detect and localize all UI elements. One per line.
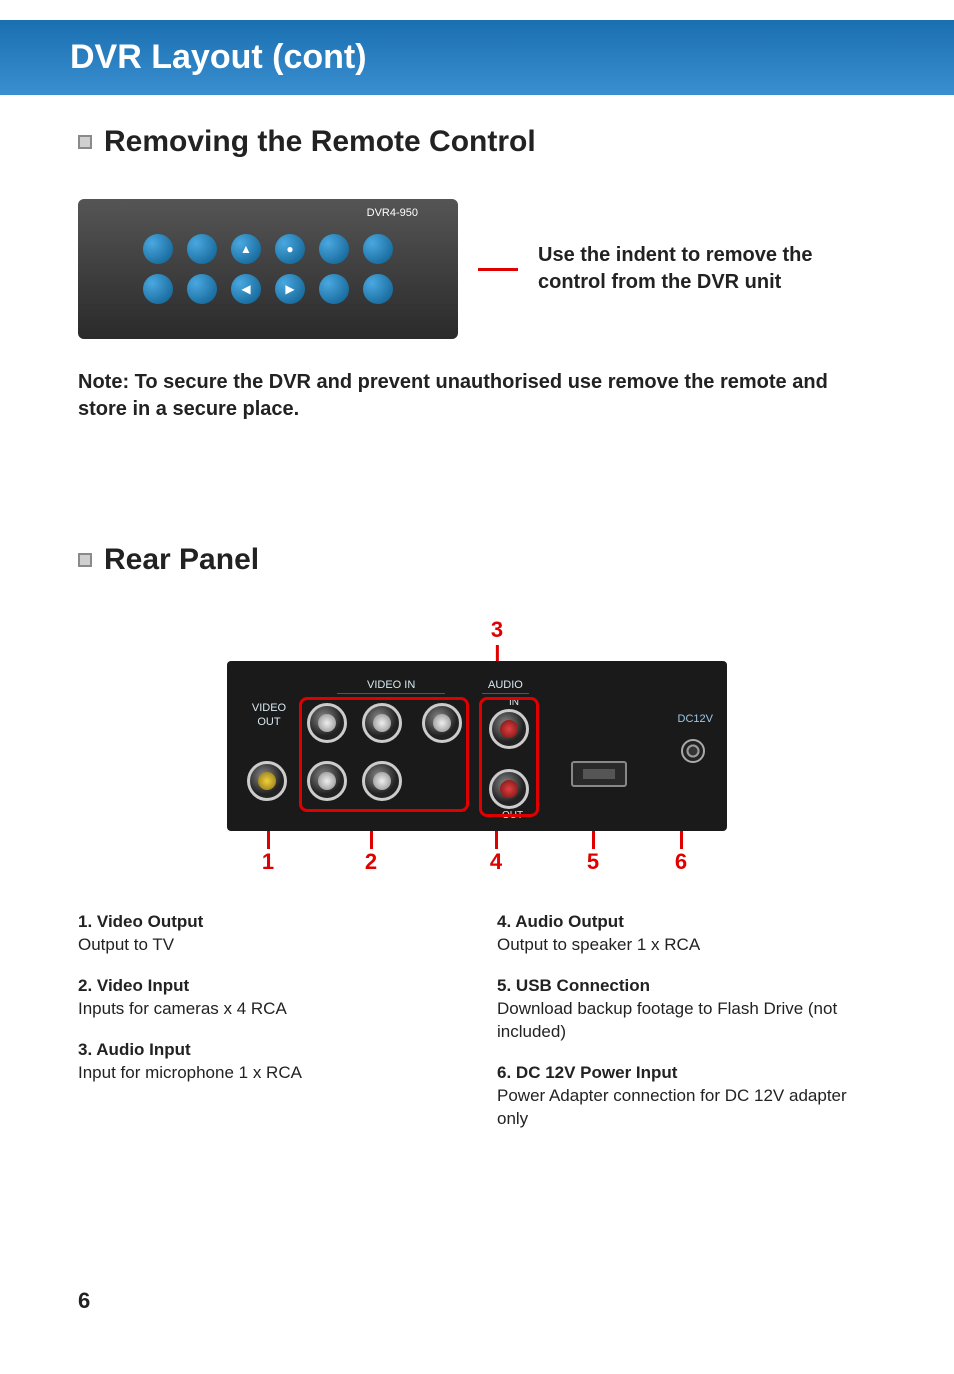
def-num: 1. — [78, 912, 92, 931]
def-desc: Output to speaker 1 x RCA — [497, 934, 876, 957]
annotation-number-4: 4 — [490, 849, 502, 875]
def-num: 2. — [78, 976, 92, 995]
remote-button-icon: ▲ — [231, 234, 261, 264]
def-title-text: Audio Input — [96, 1040, 190, 1059]
rear-panel-wrap: 3 VIDEO IN AUDIO IN OUT VIDEO OUT DC12V — [78, 617, 876, 881]
def-title-text: DC 12V Power Input — [516, 1063, 678, 1082]
red-box-annotation — [479, 697, 539, 817]
remote-button-icon — [319, 234, 349, 264]
callout-line-icon — [478, 268, 518, 271]
definitions-right: 4. Audio Output Output to speaker 1 x RC… — [497, 911, 876, 1149]
remote-button-icon — [363, 274, 393, 304]
section-title-remote: Removing the Remote Control — [104, 125, 536, 159]
def-item: 6. DC 12V Power Input Power Adapter conn… — [497, 1062, 876, 1131]
annotation-numbers-bottom: 1 2 4 5 6 — [212, 831, 742, 881]
annotation-number-6: 6 — [675, 849, 687, 875]
annotation-number-5: 5 — [587, 849, 599, 875]
annotation-tick-icon — [267, 831, 270, 849]
remote-button-icon: ▶ — [275, 274, 305, 304]
section-heading-rear: Rear Panel — [78, 543, 876, 577]
annotation-tick-icon — [592, 831, 595, 849]
audio-label: AUDIO — [482, 679, 529, 694]
def-num: 6. — [497, 1063, 511, 1082]
header-title: DVR Layout (cont) — [70, 38, 367, 76]
def-desc: Input for microphone 1 x RCA — [78, 1062, 457, 1085]
def-desc: Output to TV — [78, 934, 457, 957]
def-title-text: Video Input — [97, 976, 189, 995]
def-item: 4. Audio Output Output to speaker 1 x RC… — [497, 911, 876, 957]
usb-port-icon — [571, 761, 627, 787]
def-desc: Inputs for cameras x 4 RCA — [78, 998, 457, 1021]
rear-panel-image: VIDEO IN AUDIO IN OUT VIDEO OUT DC12V — [227, 661, 727, 831]
section-heading-remote: Removing the Remote Control — [78, 125, 876, 159]
video-out-label: VIDEO OUT — [249, 701, 289, 730]
def-desc: Download backup footage to Flash Drive (… — [497, 998, 876, 1044]
remote-row: DVR4-950 ▲ ● ◀ ▶ Use the indent to remov… — [78, 199, 876, 339]
page-content: Removing the Remote Control DVR4-950 ▲ ●… — [0, 95, 954, 1149]
definitions: 1. Video Output Output to TV 2. Video In… — [78, 911, 876, 1149]
def-item: 3. Audio Input Input for microphone 1 x … — [78, 1039, 457, 1085]
def-num: 5. — [497, 976, 511, 995]
remote-button-icon — [143, 234, 173, 264]
remote-model-label: DVR4-950 — [367, 207, 418, 219]
remote-button-icon — [187, 234, 217, 264]
remote-button-icon: ● — [275, 234, 305, 264]
annotation-number-2: 2 — [365, 849, 377, 875]
def-desc: Power Adapter connection for DC 12V adap… — [497, 1085, 876, 1131]
annotation-tick-icon — [370, 831, 373, 849]
rear-panel-container: 3 VIDEO IN AUDIO IN OUT VIDEO OUT DC12V — [212, 617, 742, 881]
remote-button-icon — [187, 274, 217, 304]
video-in-label: VIDEO IN — [337, 679, 445, 694]
dc-jack-icon — [681, 739, 705, 763]
def-num: 4. — [497, 912, 511, 931]
dc12v-label: DC12V — [678, 713, 713, 725]
remote-btn-row-2: ◀ ▶ — [143, 274, 393, 304]
red-box-annotation — [299, 697, 469, 812]
annotation-tick-icon — [680, 831, 683, 849]
remote-btn-row-1: ▲ ● — [143, 234, 393, 264]
rca-video-out-icon — [247, 761, 287, 801]
annotation-tick-icon — [495, 831, 498, 849]
bullet-icon — [78, 553, 92, 567]
callout-text: Use the indent to remove the control fro… — [538, 242, 818, 296]
remote-button-icon — [143, 274, 173, 304]
section-title-rear: Rear Panel — [104, 543, 259, 577]
bullet-icon — [78, 135, 92, 149]
header-bar: DVR Layout (cont) — [0, 20, 954, 95]
def-item: 2. Video Input Inputs for cameras x 4 RC… — [78, 975, 457, 1021]
definitions-left: 1. Video Output Output to TV 2. Video In… — [78, 911, 457, 1149]
remote-image: DVR4-950 ▲ ● ◀ ▶ — [78, 199, 458, 339]
annotation-number-3: 3 — [491, 617, 503, 643]
page-number: 6 — [78, 1288, 90, 1314]
note-text: Note: To secure the DVR and prevent unau… — [78, 369, 876, 423]
remote-button-icon: ◀ — [231, 274, 261, 304]
def-item: 1. Video Output Output to TV — [78, 911, 457, 957]
def-item: 5. USB Connection Download backup footag… — [497, 975, 876, 1044]
annotation-number-1: 1 — [262, 849, 274, 875]
remote-button-icon — [319, 274, 349, 304]
def-title-text: Audio Output — [515, 912, 624, 931]
def-num: 3. — [78, 1040, 92, 1059]
def-title-text: USB Connection — [516, 976, 650, 995]
remote-button-icon — [363, 234, 393, 264]
def-title-text: Video Output — [97, 912, 203, 931]
